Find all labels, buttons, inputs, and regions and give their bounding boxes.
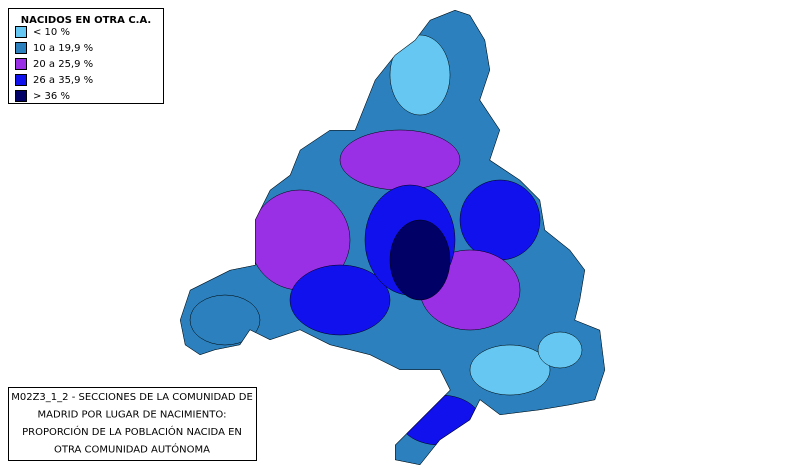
map-area — [389, 34, 451, 116]
map-area — [399, 394, 481, 446]
map-outline — [180, 10, 605, 465]
legend-label: 20 a 25,9 % — [33, 59, 93, 70]
map-area — [537, 331, 583, 369]
caption-line: PROPORCIÓN DE LA POBLACIÓN NACIDA EN — [22, 425, 242, 438]
legend-swatch — [15, 26, 27, 38]
legend-swatch — [15, 74, 27, 86]
map-area — [469, 344, 551, 396]
legend-swatch — [15, 90, 27, 102]
caption: M02Z3_1_2 - SECCIONES DE LA COMUNIDAD DE… — [11, 392, 253, 456]
legend-label: 10 a 19,9 % — [33, 43, 93, 54]
legend-title: NACIDOS EN OTRA C.A. — [21, 15, 151, 26]
legend-label: > 36 % — [33, 91, 70, 102]
map-area — [389, 219, 451, 301]
map-area — [289, 264, 391, 336]
map-area — [459, 179, 541, 261]
legend-items: < 10 % 10 a 19,9 % 20 a 25,9 % 26 a 35,9 % >… — [15, 26, 93, 102]
caption-line: MADRID POR LUGAR DE NACIMIENTO: — [38, 410, 227, 421]
legend-swatch — [15, 42, 27, 54]
legend-label: < 10 % — [33, 27, 70, 38]
legend-label: 26 a 35,9 % — [33, 75, 93, 86]
caption-box — [8, 387, 257, 461]
legend-swatch — [15, 58, 27, 70]
caption-line: M02Z3_1_2 - SECCIONES DE LA COMUNIDAD DE — [11, 392, 253, 403]
map-area — [189, 294, 261, 346]
map-area — [339, 129, 461, 191]
legend-box — [8, 8, 164, 104]
caption-line: OTRA COMUNIDAD AUTÓNOMA — [54, 443, 210, 456]
